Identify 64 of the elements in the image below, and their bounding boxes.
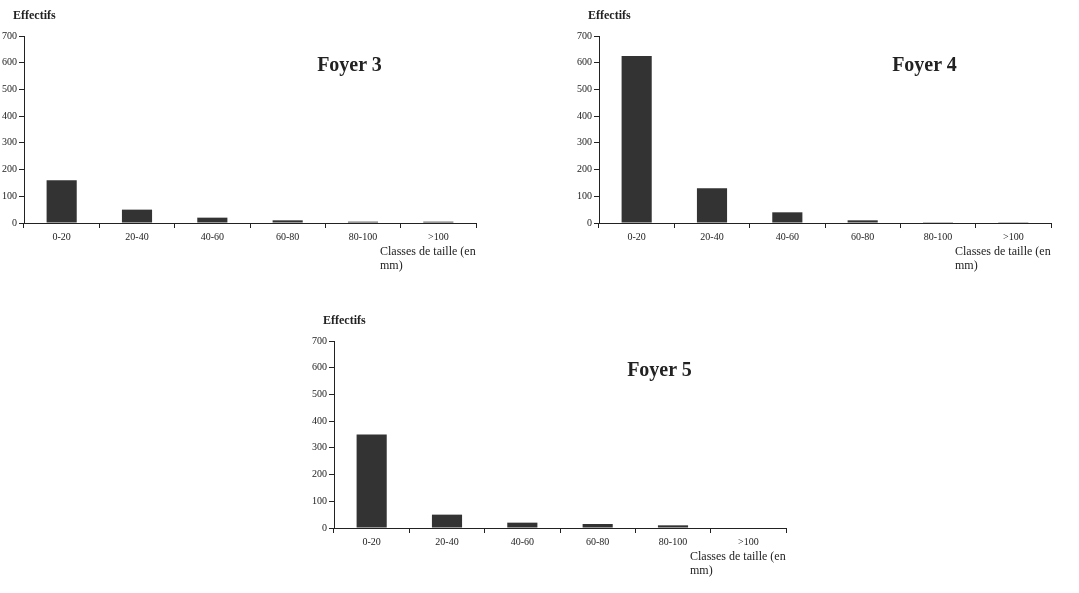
- y-axis-title: Effectifs: [323, 313, 366, 328]
- bar: [431, 514, 463, 528]
- x-tick-label: 80-100: [923, 230, 953, 242]
- x-tick-label: 80-100: [658, 535, 688, 547]
- text: Foyer 4: [892, 53, 957, 77]
- y-tick-label: 200: [312, 468, 327, 480]
- x-tick-label: 0-20: [52, 230, 71, 242]
- y-tick-label: 0: [322, 521, 327, 533]
- bar: [46, 180, 77, 223]
- y-tick-label: 200: [2, 163, 17, 175]
- x-tick-label: 60-80: [275, 230, 300, 242]
- y-tick-label: 100: [312, 494, 327, 506]
- y-tick-label: 600: [577, 56, 592, 68]
- y-tick-label: 700: [312, 334, 327, 346]
- bar: [121, 209, 153, 223]
- bar: [657, 525, 689, 528]
- x-axis-title: Classes de taille (en mm): [955, 244, 1051, 272]
- y-tick-label: 300: [2, 136, 17, 148]
- x-axis-title: Classes de taille (en mm): [690, 549, 786, 577]
- bar: [197, 217, 228, 223]
- y-tick-label: 300: [577, 136, 592, 148]
- y-tick-label: 0: [12, 216, 17, 228]
- x-tick-label: >100: [738, 535, 759, 547]
- y-tick-label: 100: [2, 189, 17, 201]
- x-tick-label: 40-60: [200, 230, 225, 242]
- x-tick-label: 0-20: [627, 230, 646, 242]
- text: Foyer 3: [317, 53, 382, 77]
- x-tick-label: 40-60: [510, 535, 535, 547]
- x-tick-label: 40-60: [775, 230, 800, 242]
- y-tick-label: 600: [312, 361, 327, 373]
- x-tick-label: 20-40: [700, 230, 724, 242]
- y-tick-label: 400: [312, 414, 327, 426]
- y-tick-label: 500: [577, 83, 592, 95]
- x-axis-title: Classes de taille (en mm): [380, 244, 476, 272]
- bar: [696, 188, 728, 223]
- bar: [621, 56, 652, 223]
- y-tick-label: 400: [577, 109, 592, 121]
- bar: [272, 220, 303, 223]
- y-tick-label: 100: [577, 189, 592, 201]
- x-tick-label: 60-80: [585, 535, 610, 547]
- y-tick-label: 700: [577, 29, 592, 41]
- x-tick-label: 60-80: [850, 230, 875, 242]
- x-tick-label: 0-20: [362, 535, 381, 547]
- y-tick-label: 200: [577, 163, 592, 175]
- bar: [847, 220, 878, 223]
- x-tick-label: >100: [1003, 230, 1024, 242]
- y-tick-label: 700: [2, 29, 17, 41]
- y-tick-label: 500: [2, 83, 17, 95]
- y-tick-label: 300: [312, 441, 327, 453]
- bar: [356, 434, 387, 528]
- bar: [772, 212, 803, 223]
- x-tick-label: >100: [428, 230, 449, 242]
- y-tick-label: 400: [2, 109, 17, 121]
- y-tick-label: 500: [312, 388, 327, 400]
- x-tick-label: 80-100: [348, 230, 378, 242]
- y-axis-title: Effectifs: [588, 8, 631, 23]
- text: Foyer 5: [627, 358, 692, 382]
- bar: [582, 523, 613, 528]
- x-tick-label: 20-40: [435, 535, 459, 547]
- bar: [507, 522, 538, 528]
- x-tick-label: 20-40: [125, 230, 149, 242]
- y-tick-label: 600: [2, 56, 17, 68]
- y-axis-title: Effectifs: [13, 8, 56, 23]
- y-tick-label: 0: [587, 216, 592, 228]
